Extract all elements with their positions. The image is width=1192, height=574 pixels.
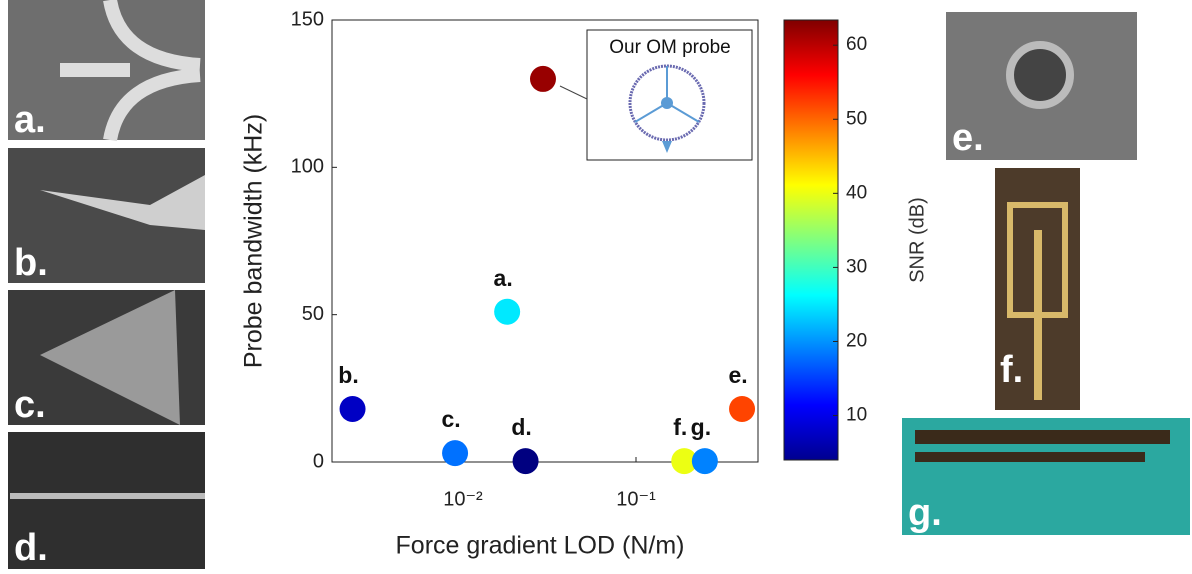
inset-box <box>586 29 753 161</box>
point <box>494 298 521 325</box>
panel-label: e. <box>952 117 984 159</box>
point <box>442 440 469 467</box>
point-label: g. <box>691 414 711 440</box>
photo-detail <box>40 290 180 425</box>
y-tick-label: 50 <box>302 303 324 325</box>
inset: Our OM probe <box>559 29 753 161</box>
y-tick-label: 0 <box>313 450 324 472</box>
panel-label: a. <box>14 99 46 141</box>
point-label: a. <box>494 265 513 291</box>
inset-drawing <box>661 97 673 109</box>
colorbar-tick-label: 10 <box>846 405 867 426</box>
inset-drawing <box>662 141 672 153</box>
x-tick-label: 10⁻² <box>443 488 483 510</box>
x-axis-label: Force gradient LOD (N/m) <box>396 532 685 560</box>
panel-labels: a.b.c.d.e.f.g. <box>14 99 1023 569</box>
panel-label: c. <box>14 384 46 426</box>
colorbar-tick-label: 60 <box>846 34 867 55</box>
photo <box>8 432 205 569</box>
x-tick-label: 10⁻¹ <box>616 488 656 510</box>
plot-frame <box>331 19 759 463</box>
point <box>529 65 556 92</box>
point-label: e. <box>728 362 747 388</box>
panel-label: b. <box>14 242 48 284</box>
y-tick-label: 150 <box>291 8 324 30</box>
photo-panels <box>8 0 1190 569</box>
point <box>671 448 698 475</box>
photo-detail <box>1006 41 1074 109</box>
colorbar-tick-label: 30 <box>846 256 867 277</box>
panel-label: d. <box>14 527 48 569</box>
point <box>512 448 539 475</box>
photo-detail <box>10 493 205 499</box>
photo-detail <box>60 0 201 142</box>
panel-label: g. <box>908 492 942 534</box>
y-axis-label: Probe bandwidth (kHz) <box>240 114 268 368</box>
colorbar <box>783 19 839 461</box>
point-label: c. <box>441 406 460 432</box>
colorbar-tick-label: 50 <box>846 108 867 129</box>
point-label: f. <box>673 414 687 440</box>
point <box>729 395 756 422</box>
y-tick-label: 100 <box>291 156 324 178</box>
point <box>339 395 366 422</box>
colorbar-label: SNR (dB) <box>906 197 928 283</box>
photo-detail <box>1034 230 1042 400</box>
point-label: d. <box>511 414 531 440</box>
photo-detail <box>915 430 1170 444</box>
point <box>691 448 718 475</box>
annotation: Our OM probe <box>609 37 730 58</box>
point-label: b. <box>338 362 358 388</box>
photo-detail <box>915 452 1145 462</box>
photo-detail <box>40 175 205 230</box>
panel-label: f. <box>1000 349 1023 391</box>
colorbar-tick-label: 40 <box>846 182 867 203</box>
colorbar-tick-label: 20 <box>846 330 867 351</box>
annotation-line <box>559 85 588 100</box>
